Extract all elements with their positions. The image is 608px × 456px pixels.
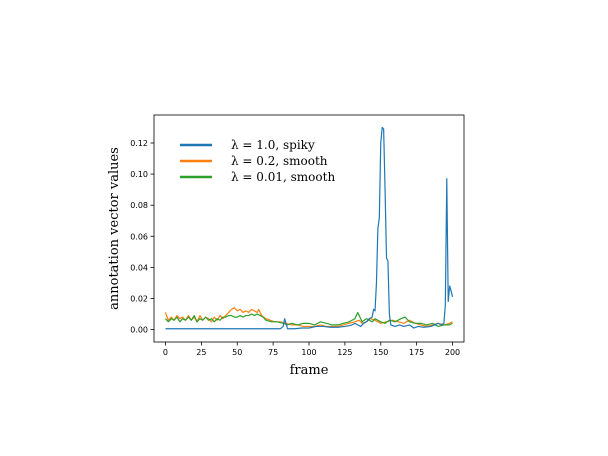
x-tick-label: 0: [163, 348, 168, 357]
x-tick-label: 50: [232, 348, 242, 357]
legend-label: λ = 1.0, spiky: [231, 138, 315, 152]
y-tick-label: 0.06: [130, 232, 148, 241]
y-axis-label: annotation vector values: [107, 147, 122, 310]
x-tick-label: 150: [373, 348, 388, 357]
x-tick-label: 25: [196, 348, 206, 357]
legend-label: λ = 0.01, smooth: [231, 170, 335, 184]
x-tick-label: 75: [268, 348, 278, 357]
y-tick-label: 0.04: [130, 263, 148, 272]
y-axis-ticks: 0.00 0.02 0.04 0.06 0.08 0.10 0.12: [130, 139, 154, 335]
y-tick-label: 0.00: [130, 326, 148, 335]
x-axis-label: frame: [290, 363, 329, 378]
y-tick-label: 0.10: [130, 170, 148, 179]
y-tick-label: 0.08: [130, 201, 148, 210]
series-line-1: [165, 126, 454, 330]
plot-area: [164, 126, 454, 330]
x-tick-label: 200: [445, 348, 460, 357]
series-line-3: [165, 311, 453, 328]
x-axis-ticks: 0 25 50 75 100 125 150 175 200: [163, 342, 460, 357]
y-tick-label: 0.02: [130, 294, 148, 303]
legend: λ = 1.0, spiky λ = 0.2, smooth λ = 0.01, s…: [180, 138, 335, 184]
x-tick-label: 175: [409, 348, 424, 357]
x-tick-label: 125: [337, 348, 352, 357]
y-tick-label: 0.12: [130, 139, 148, 148]
legend-label: λ = 0.2, smooth: [231, 154, 328, 168]
x-tick-label: 100: [301, 348, 316, 357]
